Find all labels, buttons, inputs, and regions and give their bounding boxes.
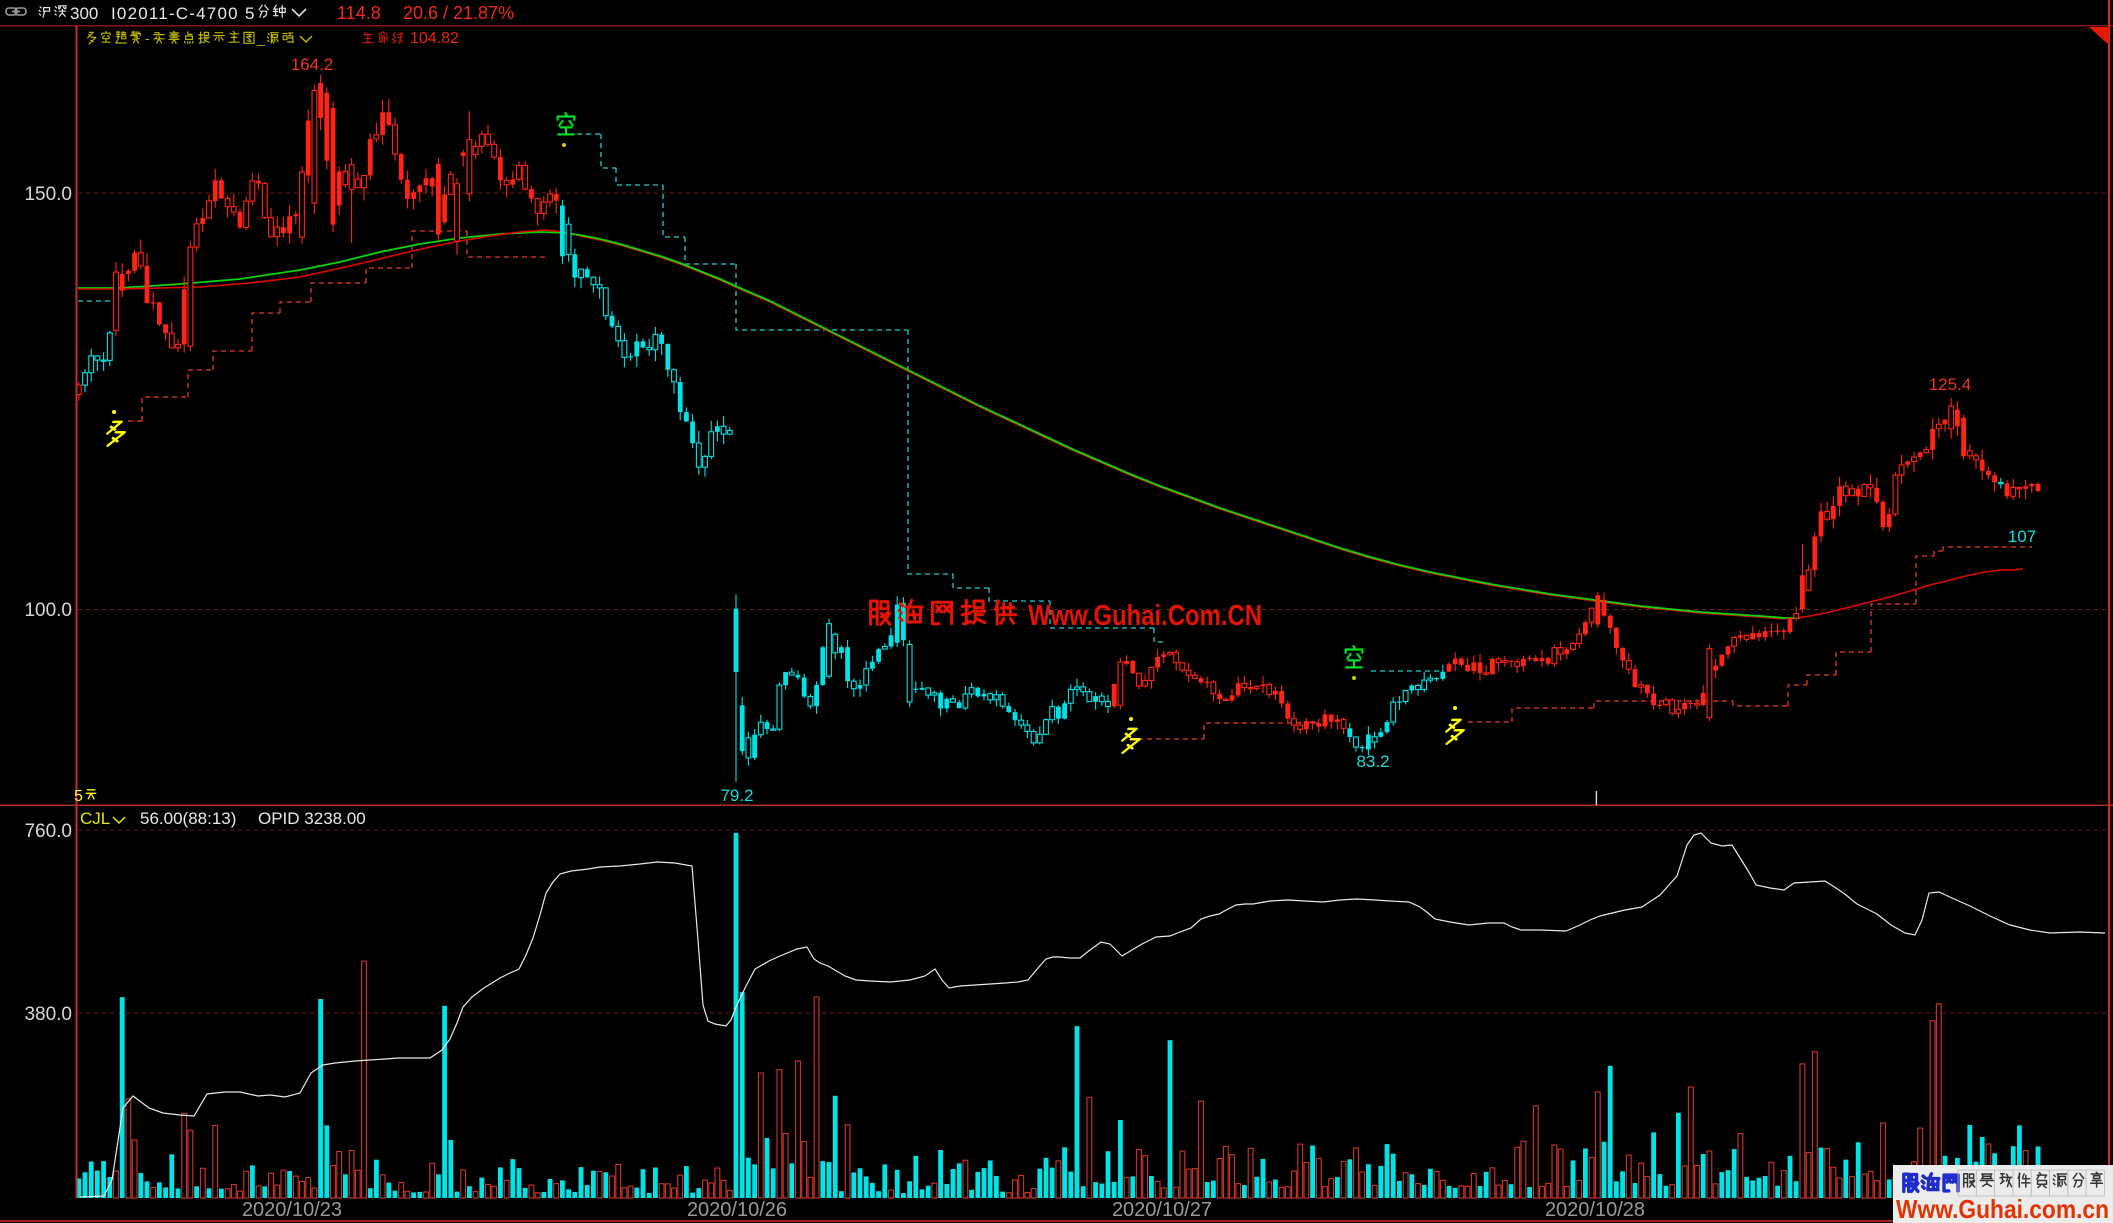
svg-text:380.0: 380.0 xyxy=(24,1004,72,1025)
svg-text:Www.Guhai.Com.CN: Www.Guhai.Com.CN xyxy=(1028,600,1262,632)
svg-text:79.2: 79.2 xyxy=(720,786,753,805)
svg-text:125.4: 125.4 xyxy=(1929,375,1972,394)
svg-text:2020/10/27: 2020/10/27 xyxy=(1112,1199,1212,1221)
svg-text:5: 5 xyxy=(74,788,83,805)
svg-text:I02011-C-4700: I02011-C-4700 xyxy=(111,4,239,23)
svg-text:-: - xyxy=(145,30,150,46)
svg-text:760.0: 760.0 xyxy=(24,821,72,842)
svg-text:300: 300 xyxy=(70,4,98,23)
svg-text:164.2: 164.2 xyxy=(291,55,334,74)
svg-text:104.82: 104.82 xyxy=(410,30,459,47)
svg-text:2020/10/26: 2020/10/26 xyxy=(687,1199,787,1221)
svg-text:56.00(88:13): 56.00(88:13) xyxy=(140,809,236,828)
svg-text:2020/10/23: 2020/10/23 xyxy=(242,1199,342,1221)
svg-text:20.6 / 21.87%: 20.6 / 21.87% xyxy=(403,3,514,23)
svg-text:107: 107 xyxy=(2008,527,2036,546)
svg-text:150.0: 150.0 xyxy=(24,184,72,205)
svg-text:5: 5 xyxy=(245,4,254,23)
svg-text:Www.Guhai.com.cn: Www.Guhai.com.cn xyxy=(1896,1194,2109,1223)
svg-text:OPID 3238.00: OPID 3238.00 xyxy=(258,809,366,828)
svg-text:CJL: CJL xyxy=(80,809,110,828)
svg-text:100.0: 100.0 xyxy=(24,600,72,621)
svg-text:114.8: 114.8 xyxy=(337,3,381,23)
svg-text:_: _ xyxy=(256,30,265,46)
svg-text:83.2: 83.2 xyxy=(1356,752,1389,771)
svg-text:2020/10/28: 2020/10/28 xyxy=(1545,1199,1645,1221)
